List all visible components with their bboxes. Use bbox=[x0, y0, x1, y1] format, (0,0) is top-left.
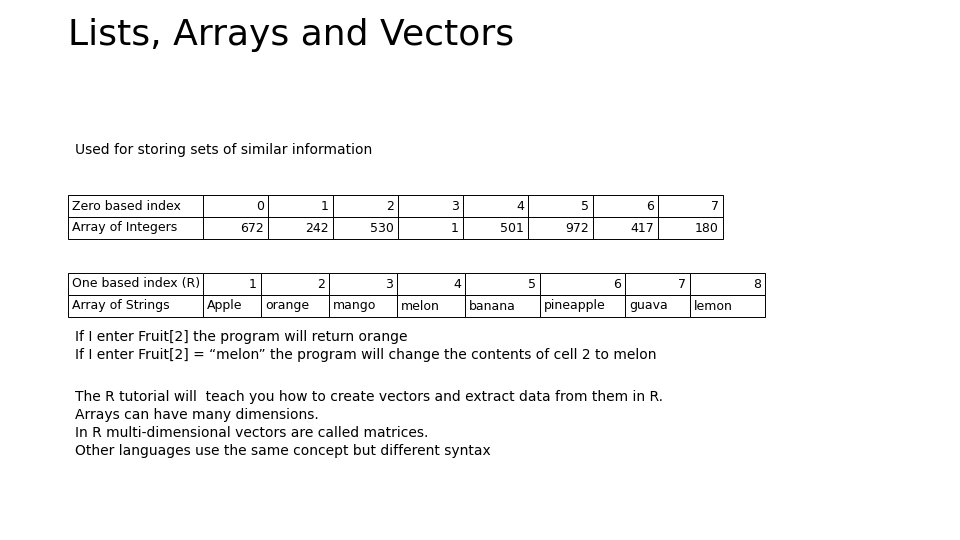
Text: In R multi-dimensional vectors are called matrices.: In R multi-dimensional vectors are calle… bbox=[75, 426, 428, 440]
Text: Used for storing sets of similar information: Used for storing sets of similar informa… bbox=[75, 143, 372, 157]
Text: 1: 1 bbox=[451, 221, 459, 234]
Text: 6: 6 bbox=[613, 278, 621, 291]
Text: 6: 6 bbox=[646, 199, 654, 213]
Text: 1: 1 bbox=[322, 199, 329, 213]
Bar bbox=[329, 273, 397, 295]
Text: mango: mango bbox=[333, 300, 376, 313]
Bar bbox=[528, 217, 593, 239]
Bar bbox=[463, 195, 528, 217]
Text: 501: 501 bbox=[500, 221, 524, 234]
Text: Lists, Arrays and Vectors: Lists, Arrays and Vectors bbox=[68, 18, 515, 52]
Text: 2: 2 bbox=[317, 278, 325, 291]
Text: Array of Strings: Array of Strings bbox=[72, 300, 170, 313]
Text: pineapple: pineapple bbox=[544, 300, 606, 313]
Bar bbox=[540, 273, 625, 295]
Bar bbox=[658, 195, 723, 217]
Text: Other languages use the same concept but different syntax: Other languages use the same concept but… bbox=[75, 444, 491, 458]
Bar bbox=[261, 295, 329, 317]
Bar bbox=[690, 273, 765, 295]
Text: 5: 5 bbox=[581, 199, 589, 213]
Text: 2: 2 bbox=[386, 199, 394, 213]
Bar bbox=[528, 195, 593, 217]
Text: 672: 672 bbox=[240, 221, 264, 234]
Bar bbox=[261, 273, 329, 295]
Text: 972: 972 bbox=[565, 221, 589, 234]
Text: Arrays can have many dimensions.: Arrays can have many dimensions. bbox=[75, 408, 319, 422]
Text: melon: melon bbox=[401, 300, 440, 313]
Bar bbox=[203, 195, 268, 217]
Bar bbox=[465, 273, 540, 295]
Bar bbox=[268, 195, 333, 217]
Bar bbox=[625, 273, 690, 295]
Text: 1: 1 bbox=[250, 278, 257, 291]
Bar bbox=[68, 217, 203, 239]
Bar bbox=[593, 195, 658, 217]
Text: lemon: lemon bbox=[694, 300, 732, 313]
Bar bbox=[203, 295, 261, 317]
Bar bbox=[465, 295, 540, 317]
Text: 5: 5 bbox=[528, 278, 536, 291]
Bar bbox=[397, 273, 465, 295]
Bar bbox=[540, 295, 625, 317]
Bar bbox=[593, 217, 658, 239]
Text: Array of Integers: Array of Integers bbox=[72, 221, 178, 234]
Bar bbox=[68, 273, 203, 295]
Text: 242: 242 bbox=[305, 221, 329, 234]
Bar bbox=[463, 217, 528, 239]
Text: 4: 4 bbox=[453, 278, 461, 291]
Bar bbox=[333, 217, 398, 239]
Bar bbox=[268, 217, 333, 239]
Bar bbox=[203, 217, 268, 239]
Text: banana: banana bbox=[469, 300, 516, 313]
Text: 3: 3 bbox=[451, 199, 459, 213]
Text: If I enter Fruit[2] = “melon” the program will change the contents of cell 2 to : If I enter Fruit[2] = “melon” the progra… bbox=[75, 348, 657, 362]
Text: guava: guava bbox=[629, 300, 668, 313]
Bar bbox=[625, 295, 690, 317]
Bar bbox=[398, 217, 463, 239]
Text: 0: 0 bbox=[256, 199, 264, 213]
Bar bbox=[658, 217, 723, 239]
Bar bbox=[203, 273, 261, 295]
Bar bbox=[397, 295, 465, 317]
Text: Apple: Apple bbox=[207, 300, 243, 313]
Bar bbox=[68, 295, 203, 317]
Bar bbox=[68, 195, 203, 217]
Text: 417: 417 bbox=[631, 221, 654, 234]
Text: 530: 530 bbox=[371, 221, 394, 234]
Bar bbox=[398, 195, 463, 217]
Bar bbox=[329, 295, 397, 317]
Text: 7: 7 bbox=[678, 278, 686, 291]
Text: One based index (R): One based index (R) bbox=[72, 278, 200, 291]
Text: 180: 180 bbox=[695, 221, 719, 234]
Text: 3: 3 bbox=[385, 278, 393, 291]
Text: Zero based index: Zero based index bbox=[72, 199, 180, 213]
Text: orange: orange bbox=[265, 300, 309, 313]
Text: 8: 8 bbox=[753, 278, 761, 291]
Bar bbox=[333, 195, 398, 217]
Text: The R tutorial will  teach you how to create vectors and extract data from them : The R tutorial will teach you how to cre… bbox=[75, 390, 663, 404]
Text: If I enter Fruit[2] the program will return orange: If I enter Fruit[2] the program will ret… bbox=[75, 330, 407, 344]
Text: 7: 7 bbox=[711, 199, 719, 213]
Text: 4: 4 bbox=[516, 199, 524, 213]
Bar bbox=[690, 295, 765, 317]
